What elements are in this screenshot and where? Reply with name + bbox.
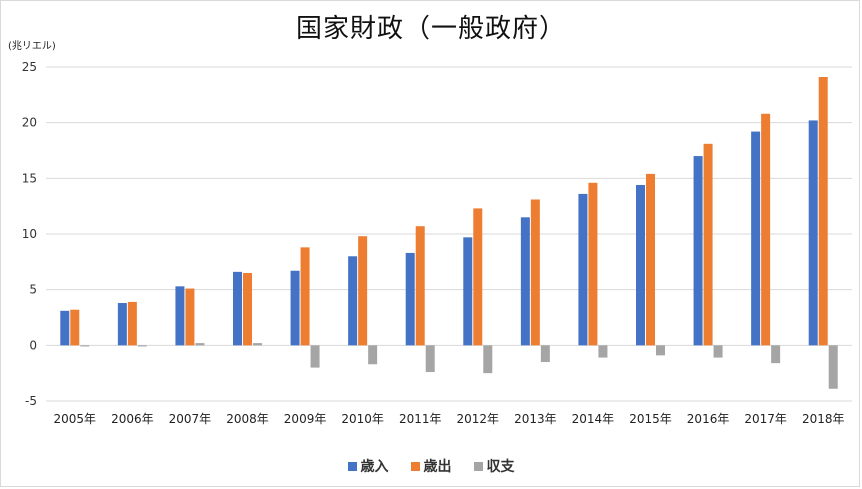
y-unit-label: (兆リエル)	[8, 41, 56, 52]
chart-title: 国家財政（一般政府）	[295, 14, 566, 44]
x-tick-label: 2012年	[457, 412, 500, 426]
x-tick-label: 2010年	[341, 412, 384, 426]
bar-歳出-2018年	[818, 77, 828, 346]
bar-歳出-2007年	[185, 288, 195, 346]
bar-収支-2017年	[771, 345, 781, 364]
bar-歳出-2017年	[761, 113, 771, 346]
y-tick-label: 20	[22, 116, 37, 130]
bar-収支-2013年	[540, 345, 550, 363]
y-tick-labels: 25 20 15 10 5 0 -5	[22, 60, 37, 408]
bar-収支-2014年	[598, 345, 608, 358]
bar-歳入-2005年	[60, 310, 70, 346]
x-tick-label: 2015年	[629, 412, 672, 426]
bar-収支-2005年	[80, 345, 90, 347]
bar-歳入-2016年	[693, 156, 703, 346]
bar-歳入-2010年	[348, 256, 358, 346]
y-tick-label: -5	[25, 394, 37, 408]
x-tick-label: 2007年	[169, 412, 212, 426]
legend-swatch-revenue	[347, 461, 357, 471]
x-tick-label: 2018年	[802, 412, 845, 426]
legend-item-expenditure: 歳出	[410, 456, 452, 476]
bar-歳出-2006年	[127, 301, 137, 346]
bar-歳入-2012年	[463, 237, 473, 346]
bar-収支-2011年	[425, 345, 435, 373]
legend-swatch-expenditure	[410, 461, 420, 471]
x-tick-label: 2006年	[111, 412, 154, 426]
bar-歳入-2018年	[808, 120, 818, 346]
x-tick-label: 2005年	[54, 412, 97, 426]
bar-歳入-2017年	[751, 131, 761, 346]
y-tick-label: 25	[22, 60, 37, 74]
x-tick-label: 2014年	[572, 412, 615, 426]
bar-歳出-2011年	[415, 226, 425, 346]
legend-label-balance: 収支	[486, 459, 515, 475]
x-tick-label: 2011年	[399, 412, 442, 426]
bar-歳入-2006年	[117, 303, 127, 346]
x-tick-label: 2016年	[687, 412, 730, 426]
bar-収支-2012年	[483, 345, 493, 374]
bar-歳出-2010年	[358, 236, 368, 346]
legend-item-balance: 収支	[473, 456, 515, 476]
bar-収支-2007年	[195, 343, 205, 346]
bar-歳入-2014年	[578, 193, 588, 346]
legend-swatch-balance	[473, 461, 483, 471]
x-tick-label: 2017年	[744, 412, 787, 426]
bars	[60, 77, 838, 389]
x-tick-label: 2009年	[284, 412, 327, 426]
bar-歳出-2005年	[70, 309, 80, 346]
bar-歳出-2012年	[473, 208, 483, 346]
legend: 歳入 歳出 収支	[0, 456, 862, 476]
bar-収支-2006年	[137, 345, 147, 347]
gridlines	[46, 66, 852, 402]
bar-歳出-2013年	[530, 199, 540, 346]
y-tick-label: 5	[29, 283, 37, 297]
bar-歳入-2008年	[233, 271, 242, 346]
x-tick-labels: 2005年 2006年 2007年 2008年 2009年 2010年 2011年 2012年…	[54, 412, 845, 426]
bar-歳入-2011年	[405, 252, 415, 346]
y-tick-label: 0	[29, 338, 37, 352]
bar-収支-2015年	[656, 345, 665, 356]
y-tick-label: 10	[22, 227, 37, 241]
bar-歳出-2008年	[243, 272, 252, 346]
legend-label-expenditure: 歳出	[423, 459, 452, 475]
x-tick-label: 2013年	[514, 412, 557, 426]
bar-収支-2009年	[310, 345, 320, 368]
bar-歳入-2009年	[290, 270, 300, 346]
bar-歳入-2013年	[520, 217, 530, 346]
bar-歳入-2007年	[175, 286, 185, 346]
bar-歳入-2015年	[636, 185, 645, 346]
bar-歳出-2015年	[646, 173, 655, 346]
bar-歳出-2014年	[588, 182, 598, 346]
legend-item-revenue: 歳入	[347, 456, 389, 476]
bar-収支-2010年	[368, 345, 378, 365]
bar-歳出-2009年	[300, 247, 310, 346]
bar-収支-2018年	[828, 345, 838, 389]
legend-label-revenue: 歳入	[360, 459, 389, 475]
bar-歳出-2016年	[703, 143, 713, 346]
x-tick-label: 2008年	[226, 412, 269, 426]
y-tick-label: 15	[22, 171, 37, 185]
bar-収支-2008年	[253, 343, 262, 346]
bar-収支-2016年	[713, 345, 723, 358]
